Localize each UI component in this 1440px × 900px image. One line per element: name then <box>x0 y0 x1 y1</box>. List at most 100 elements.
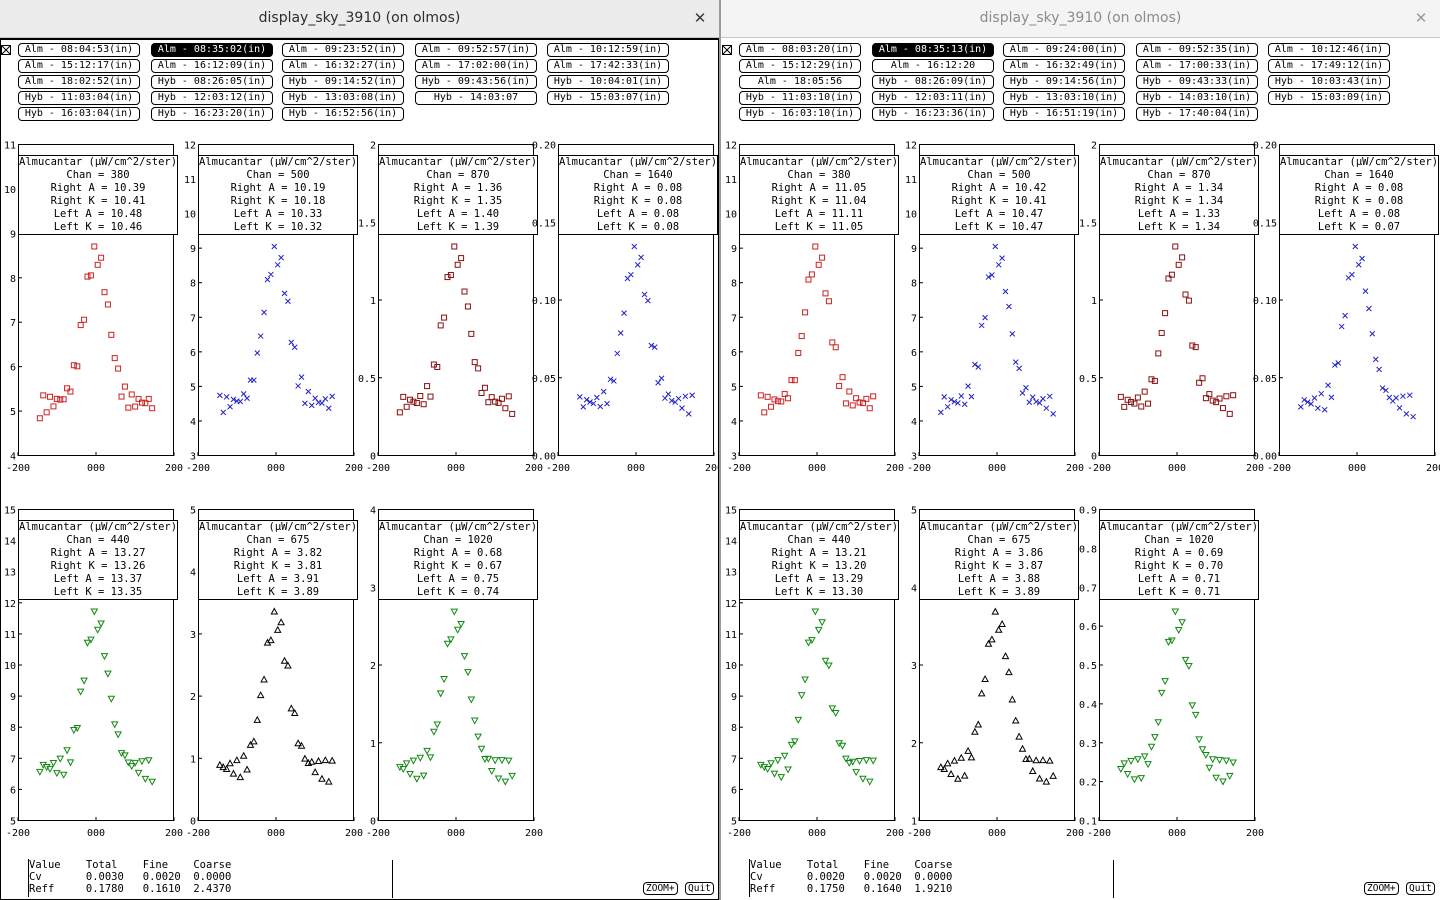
measurement-button[interactable]: Alm - 16:12:09(in) <box>151 59 273 73</box>
measurement-button[interactable]: Hyb - 16:51:19(in) <box>1003 107 1125 121</box>
measurement-button[interactable]: Hyb - 16:23:20(in) <box>151 107 273 121</box>
measurement-button[interactable]: Hyb - 14:03:10(in) <box>1136 91 1258 105</box>
almucantar-plot[interactable]: 3 4 5 6 7 8 9 10 11 12 -200 000 200 <box>725 141 904 475</box>
plot-legend: Almucantar (µW/cm^2/ster) Chan = 675 Right… <box>198 520 358 600</box>
measurement-button[interactable]: Hyb - 14:03:07 <box>415 91 537 105</box>
y-tick-label: 9 <box>731 244 737 255</box>
measurement-button[interactable]: Alm - 09:52:57(in) <box>415 43 537 57</box>
zoom-button[interactable]: ZOOM+ <box>643 882 678 895</box>
data-point <box>1009 331 1016 337</box>
measurement-button[interactable]: Alm - 17:42:33(in) <box>547 59 669 73</box>
y-tick-label: 12 <box>725 599 737 610</box>
y-tick-label: 0.9 <box>1079 506 1097 517</box>
measurement-button[interactable]: Alm - 08:35:02(in) <box>151 43 273 57</box>
measurement-button[interactable]: Hyb - 13:03:08(in) <box>282 91 404 105</box>
almucantar-plot[interactable]: 0 1 2 3 4 -200 000 200 <box>366 506 543 840</box>
measurement-button[interactable]: Alm - 09:24:00(in) <box>1003 43 1125 57</box>
x-tick-label: 200 <box>1066 828 1084 839</box>
legend-line-lk: Left K = 3.89 <box>236 586 320 598</box>
quit-button[interactable]: Quit <box>685 882 714 895</box>
titlebar-right[interactable]: display_sky_3910 (on olmos) ✕ <box>721 0 1440 38</box>
measurement-button[interactable]: Alm - 17:02:00(in) <box>415 59 537 73</box>
measurement-button[interactable]: Hyb - 08:26:09(in) <box>872 75 994 89</box>
measurement-button[interactable]: Hyb - 12:03:11(in) <box>872 91 994 105</box>
almucantar-plot[interactable]: 5 6 7 8 9 10 11 12 13 14 15 -200 000 200 <box>4 506 183 840</box>
measurement-button[interactable]: Hyb - 16:52:56(in) <box>282 107 404 121</box>
data-point <box>845 759 854 768</box>
data-point <box>447 271 454 278</box>
measurement-button[interactable]: Hyb - 15:03:09(in) <box>1268 91 1390 105</box>
quit-button[interactable]: Quit <box>1406 882 1435 895</box>
measurement-button[interactable]: Alm - 08:35:13(in) <box>872 43 994 57</box>
legend-line-title: Almucantar (µW/cm^2/ster) <box>920 156 1079 168</box>
data-point <box>865 778 874 786</box>
measurement-button[interactable]: Hyb - 13:03:10(in) <box>1003 91 1125 105</box>
data-point <box>454 261 461 268</box>
measurement-button[interactable]: Alm - 10:12:59(in) <box>547 43 669 57</box>
measurement-button[interactable]: Hyb - 09:43:33(in) <box>1136 75 1258 89</box>
almucantar-plot[interactable]: 0 0.5 1 1.5 2 -200 000 200 <box>1079 141 1264 475</box>
y-tick-label: 3 <box>190 630 196 641</box>
y-tick-label: 1.5 <box>358 218 376 229</box>
data-point <box>1216 395 1223 402</box>
measurement-button[interactable]: Alm - 16:32:49(in) <box>1003 59 1125 73</box>
measurement-button[interactable]: Hyb - 08:26:05(in) <box>151 75 273 89</box>
corner-box-icon[interactable] <box>1 40 11 55</box>
measurement-button[interactable]: Hyb - 10:04:01(in) <box>547 75 669 89</box>
measurement-button[interactable]: Alm - 17:00:33(in) <box>1136 59 1258 73</box>
close-icon[interactable]: ✕ <box>693 9 707 27</box>
measurement-button[interactable]: Alm - 09:52:35(in) <box>1136 43 1258 57</box>
almucantar-plot[interactable]: 0 1 2 3 4 5 -200 000 200 <box>186 506 363 840</box>
close-icon[interactable]: ✕ <box>1414 9 1428 27</box>
corner-box-icon[interactable] <box>722 40 732 55</box>
y-tick-label: 8 <box>10 274 16 285</box>
data-point <box>977 689 986 697</box>
measurement-button[interactable]: Hyb - 15:03:07(in) <box>547 91 669 105</box>
measurement-button[interactable]: Hyb - 10:03:43(in) <box>1268 75 1390 89</box>
data-point <box>318 774 326 782</box>
measurement-button[interactable]: Hyb - 09:14:56(in) <box>1003 75 1125 89</box>
measurement-button[interactable]: Alm - 09:23:52(in) <box>282 43 404 57</box>
measurement-button[interactable]: Alm - 17:49:12(in) <box>1268 59 1390 73</box>
measurement-button[interactable]: Hyb - 11:03:04(in) <box>18 91 140 105</box>
measurement-button[interactable]: Hyb - 09:14:52(in) <box>282 75 404 89</box>
measurement-button[interactable]: Hyb - 16:03:10(in) <box>739 107 861 121</box>
legend-line-lk: Left K = 10.46 <box>53 221 143 233</box>
measurement-button[interactable]: Hyb - 16:03:04(in) <box>18 107 140 121</box>
measurement-button[interactable]: Hyb - 09:43:56(in) <box>415 75 537 89</box>
almucantar-plot[interactable]: 0.1 0.2 0.3 0.4 0.5 0.6 0.7 0.8 0.9 -200 000 200 <box>1079 506 1264 840</box>
data-point <box>509 410 516 417</box>
measurement-button[interactable]: Alm - 10:12:46(in) <box>1268 43 1390 57</box>
measurement-button[interactable]: Alm - 18:05:56 <box>739 75 861 89</box>
titlebar-left[interactable]: display_sky_3910 (on olmos) ✕ <box>0 0 719 38</box>
almucantar-plot[interactable]: 1 2 3 4 5 -200 000 200 <box>907 506 1084 840</box>
measurement-button[interactable]: Hyb - 11:03:10(in) <box>739 91 861 105</box>
almucantar-plot[interactable]: 0.00 0.05 0.10 0.15 0.20 -200 000 200 <box>532 141 719 475</box>
measurement-button[interactable]: Hyb - 12:03:12(in) <box>151 91 273 105</box>
legend-line-ra: Right A = 10.19 <box>230 182 326 194</box>
almucantar-plot[interactable]: 0 0.5 1 1.5 2 -200 000 200 <box>358 141 543 475</box>
data-point <box>757 392 764 399</box>
data-point <box>107 695 116 703</box>
measurement-button[interactable]: Alm - 08:03:20(in) <box>739 43 861 57</box>
measurement-button[interactable]: Alm - 15:12:29(in) <box>739 59 861 73</box>
measurement-button[interactable]: Alm - 08:04:53(in) <box>18 43 140 57</box>
data-point <box>127 763 136 771</box>
almucantar-plot[interactable]: 0.00 0.05 0.10 0.15 0.20 -200 000 200 <box>1253 141 1440 475</box>
measurement-button[interactable]: Alm - 15:12:17(in) <box>18 59 140 73</box>
zoom-button[interactable]: ZOOM+ <box>1364 882 1399 895</box>
data-point <box>457 621 465 629</box>
data-point <box>999 255 1005 261</box>
measurement-button[interactable]: Alm - 16:32:27(in) <box>282 59 404 73</box>
measurement-button[interactable]: Hyb - 17:40:04(in) <box>1136 107 1258 121</box>
almucantar-plot[interactable]: 5 6 7 8 9 10 11 12 13 14 15 -200 000 200 <box>725 506 904 840</box>
measurement-button[interactable]: Alm - 18:02:52(in) <box>18 75 140 89</box>
almucantar-plot[interactable]: 3 4 5 6 7 8 9 10 11 12 -200 000 200 <box>184 141 363 475</box>
y-tick-label: 10 <box>725 661 737 672</box>
data-point <box>42 764 51 772</box>
almucantar-plot[interactable]: 3 4 5 6 7 8 9 10 11 12 -200 000 200 <box>905 141 1084 475</box>
legend-line-title: Almucantar (µW/cm^2/ster) <box>19 521 178 533</box>
measurement-button[interactable]: Hyb - 16:23:36(in) <box>872 107 994 121</box>
measurement-button[interactable]: Alm - 16:12:20 <box>872 59 994 73</box>
data-point <box>975 364 982 370</box>
